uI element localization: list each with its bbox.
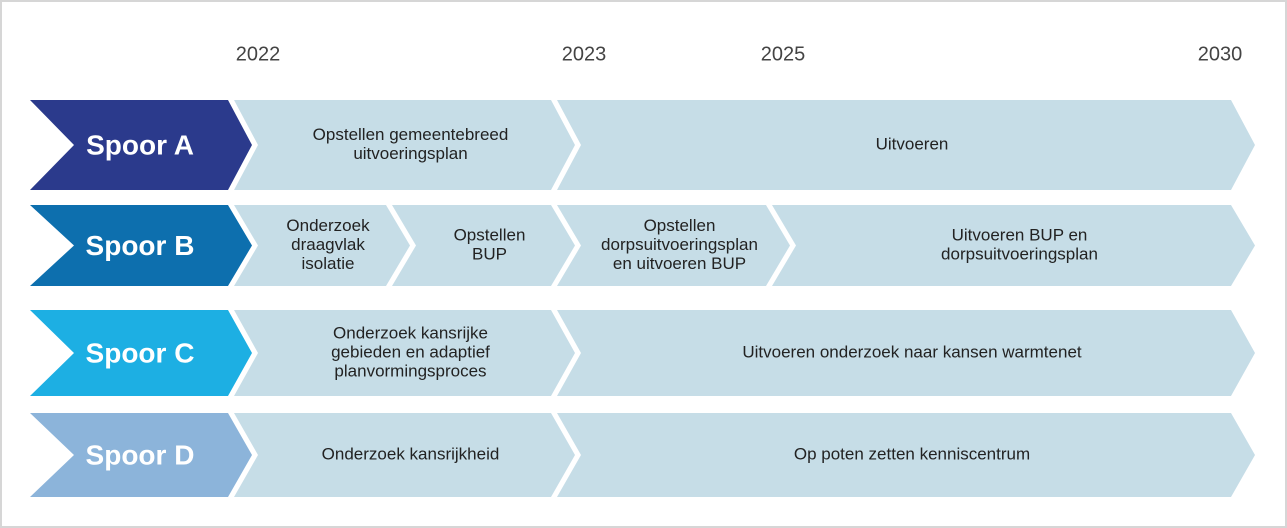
track-label: Spoor B bbox=[86, 230, 195, 261]
segment bbox=[392, 205, 575, 286]
segment-text: uitvoeringsplan bbox=[353, 144, 467, 163]
year-label: 2030 bbox=[1198, 43, 1243, 65]
track-label-chevron bbox=[30, 100, 252, 190]
segment-text: Uitvoeren bbox=[876, 134, 949, 153]
segment-text: Onderzoek kansrijkheid bbox=[322, 444, 500, 463]
segment-text: en uitvoeren BUP bbox=[613, 254, 746, 273]
track-label-chevron bbox=[30, 205, 252, 286]
segment-text: Uitvoeren onderzoek naar kansen warmtene… bbox=[742, 342, 1082, 361]
track-label: Spoor D bbox=[86, 439, 195, 470]
segment-text: Op poten zetten kenniscentrum bbox=[794, 444, 1030, 463]
track-label-chevron bbox=[30, 310, 252, 396]
year-label: 2022 bbox=[236, 43, 281, 65]
segment-text: planvormingsproces bbox=[334, 361, 486, 380]
segment-text: Onderzoek kansrijke bbox=[333, 323, 488, 342]
segment-text: Onderzoek bbox=[286, 216, 370, 235]
year-label: 2023 bbox=[562, 43, 607, 65]
segment bbox=[557, 205, 790, 286]
segment bbox=[557, 413, 1255, 497]
segment-text: gebieden en adaptief bbox=[331, 342, 490, 361]
track-label: Spoor C bbox=[86, 337, 195, 368]
segment bbox=[234, 100, 575, 190]
segment bbox=[772, 205, 1255, 286]
track-label: Spoor A bbox=[86, 129, 194, 160]
segment-text: dorpsuitvoeringsplan bbox=[601, 235, 758, 254]
year-label: 2025 bbox=[761, 43, 806, 65]
segment bbox=[557, 100, 1255, 190]
segment bbox=[234, 205, 410, 286]
segment-text: draagvlak bbox=[291, 235, 365, 254]
segment-text: Uitvoeren BUP en bbox=[952, 225, 1088, 244]
track-label-chevron bbox=[30, 413, 252, 497]
segment-text: Opstellen gemeentebreed bbox=[313, 125, 509, 144]
segment-text: dorpsuitvoeringsplan bbox=[941, 244, 1098, 263]
segment bbox=[557, 310, 1255, 396]
segment-text: isolatie bbox=[302, 254, 355, 273]
segment bbox=[234, 310, 575, 396]
segment bbox=[234, 413, 575, 497]
segment-text: Opstellen bbox=[454, 225, 526, 244]
segment-text: BUP bbox=[472, 244, 507, 263]
segment-text: Opstellen bbox=[644, 216, 716, 235]
